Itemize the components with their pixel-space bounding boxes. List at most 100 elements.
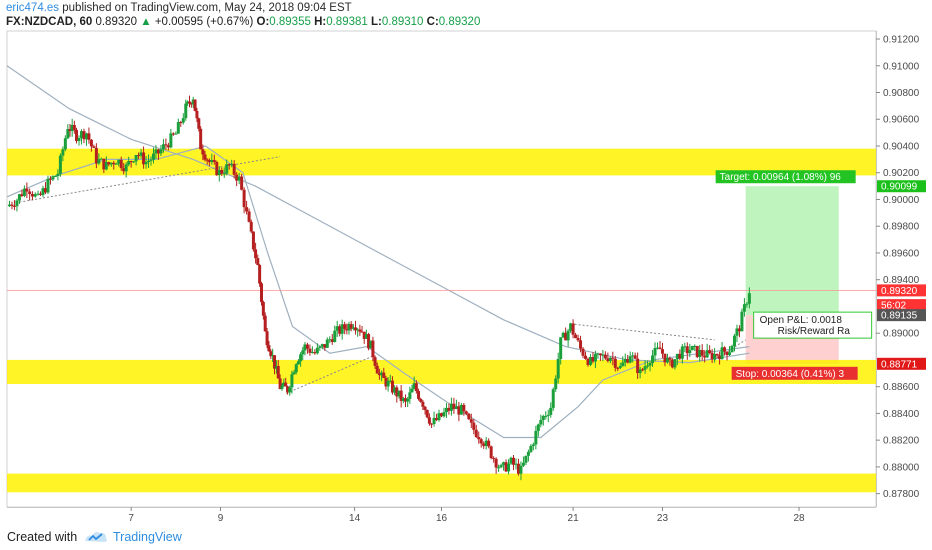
candle-body[interactable] <box>477 436 481 440</box>
candle-body[interactable] <box>240 176 244 190</box>
candle-body[interactable] <box>526 451 530 456</box>
candle-body[interactable] <box>564 332 568 341</box>
candle-body[interactable] <box>377 373 381 376</box>
candle-body[interactable] <box>77 138 81 142</box>
candle-body[interactable] <box>176 122 180 134</box>
candle-body[interactable] <box>492 458 496 460</box>
candle-body[interactable] <box>651 355 655 364</box>
candle-body[interactable] <box>181 118 185 123</box>
candle-body[interactable] <box>212 160 216 163</box>
candle-body[interactable] <box>147 160 151 163</box>
candle-body[interactable] <box>134 155 138 162</box>
candle-body[interactable] <box>261 302 265 316</box>
candle-body[interactable] <box>220 170 224 174</box>
candle-body[interactable] <box>427 417 431 424</box>
candle-body[interactable] <box>516 463 520 474</box>
candle-body[interactable] <box>621 362 625 367</box>
candle-body[interactable] <box>330 339 334 343</box>
candle-body[interactable] <box>656 347 660 349</box>
candle-body[interactable] <box>484 440 488 447</box>
candle-body[interactable] <box>551 389 555 408</box>
candle-body[interactable] <box>308 348 312 353</box>
trendline-3[interactable] <box>570 323 715 341</box>
candle-body[interactable] <box>232 163 236 175</box>
fast-moving-average[interactable] <box>6 145 750 439</box>
candle-body[interactable] <box>315 347 319 354</box>
candle-body[interactable] <box>641 369 645 371</box>
candle-body[interactable] <box>362 331 366 339</box>
candle-body[interactable] <box>648 363 652 366</box>
candle-body[interactable] <box>725 351 729 355</box>
candle-body[interactable] <box>665 358 669 363</box>
candle-body[interactable] <box>132 161 136 163</box>
candle-body[interactable] <box>464 411 468 414</box>
candle-body[interactable] <box>230 163 234 166</box>
candle-body[interactable] <box>104 162 108 170</box>
candle-body[interactable] <box>658 347 662 350</box>
candle-body[interactable] <box>325 339 329 348</box>
candle-body[interactable] <box>524 455 528 463</box>
candle-body[interactable] <box>41 188 45 195</box>
tradingview-brand[interactable]: TradingView <box>113 530 182 544</box>
candle-body[interactable] <box>444 407 448 413</box>
candle-body[interactable] <box>186 101 190 104</box>
candle-body[interactable] <box>10 204 14 206</box>
candle-body[interactable] <box>159 149 163 154</box>
candle-body[interactable] <box>349 324 353 329</box>
candle-body[interactable] <box>39 193 43 195</box>
candle-body[interactable] <box>588 357 592 365</box>
candle-body[interactable] <box>284 382 288 387</box>
candle-body[interactable] <box>549 407 553 415</box>
candle-body[interactable] <box>435 418 439 421</box>
candle-body[interactable] <box>254 249 258 259</box>
candle-body[interactable] <box>646 365 650 367</box>
candle-body[interactable] <box>730 346 734 353</box>
candle-body[interactable] <box>414 383 418 392</box>
candle-body[interactable] <box>742 304 746 312</box>
candle-body[interactable] <box>33 194 37 197</box>
candle-body[interactable] <box>358 329 362 332</box>
candle-body[interactable] <box>512 457 516 465</box>
candle-body[interactable] <box>251 231 255 250</box>
candle-body[interactable] <box>668 358 672 360</box>
candle-body[interactable] <box>678 353 682 359</box>
candle-body[interactable] <box>546 414 550 416</box>
candle-body[interactable] <box>440 413 443 417</box>
trendline-1[interactable] <box>19 156 281 203</box>
candle-body[interactable] <box>673 359 677 368</box>
candle-body[interactable] <box>474 429 478 437</box>
candle-body[interactable] <box>561 332 565 338</box>
candle-body[interactable] <box>112 162 116 165</box>
candle-body[interactable] <box>454 406 458 409</box>
candle-body[interactable] <box>591 357 595 362</box>
candle-body[interactable] <box>122 168 126 172</box>
candle-body[interactable] <box>299 354 303 362</box>
candle-body[interactable] <box>340 324 344 334</box>
candle-body[interactable] <box>149 159 153 161</box>
candle-body[interactable] <box>161 144 165 150</box>
candle-body[interactable] <box>171 133 175 135</box>
candle-body[interactable] <box>636 358 640 374</box>
candle-body[interactable] <box>417 391 421 399</box>
candle-body[interactable] <box>280 385 284 389</box>
candle-body[interactable] <box>25 188 29 192</box>
candle-body[interactable] <box>745 303 749 305</box>
candle-body[interactable] <box>603 354 607 359</box>
candle-body[interactable] <box>99 158 103 160</box>
candle-body[interactable] <box>566 330 570 341</box>
candle-body[interactable] <box>430 423 434 425</box>
candle-body[interactable] <box>406 398 410 402</box>
candle-body[interactable] <box>97 159 101 164</box>
candle-body[interactable] <box>459 404 463 415</box>
candle-body[interactable] <box>258 264 262 284</box>
candle-body[interactable] <box>489 446 493 459</box>
candle-body[interactable] <box>375 365 379 374</box>
candle-body[interactable] <box>410 388 414 393</box>
candle-body[interactable] <box>601 354 605 356</box>
candle-body[interactable] <box>705 350 709 358</box>
candle-body[interactable] <box>494 458 498 468</box>
candle-body[interactable] <box>61 149 65 156</box>
price-chart[interactable]: Target: 0.00964 (1.08%) 96 Stop: 0.00364 … <box>0 0 932 522</box>
plot-area[interactable] <box>6 30 877 508</box>
candle-body[interactable] <box>660 349 664 354</box>
